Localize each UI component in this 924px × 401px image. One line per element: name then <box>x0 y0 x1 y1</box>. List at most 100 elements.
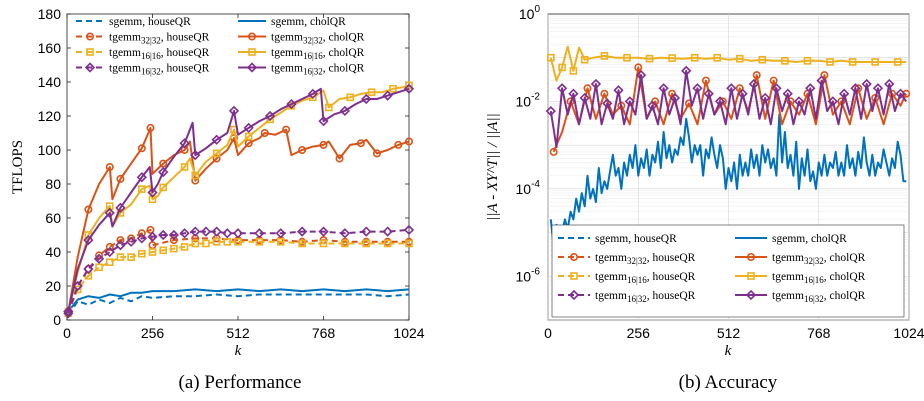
legend-entry-label: tgemm32|32, cholQR <box>271 32 365 46</box>
series-line-5 <box>67 84 410 312</box>
data-point <box>346 93 355 102</box>
legend-entry-label: sgemm, cholQR <box>271 16 346 28</box>
data-point <box>84 205 93 214</box>
data-point <box>389 85 397 93</box>
data-point <box>232 228 244 239</box>
x-axis-label: k <box>235 343 242 359</box>
data-point <box>803 56 812 65</box>
data-point <box>405 81 413 90</box>
data-point <box>158 229 169 241</box>
data-point <box>146 123 155 132</box>
svg-text:||A - XY^T|| / ||A||: ||A - XY^T|| / ||A|| <box>485 113 501 220</box>
legend-marker <box>248 48 256 56</box>
data-point <box>403 224 415 236</box>
x-tick-label: 768 <box>312 325 336 341</box>
data-point <box>404 137 413 146</box>
data-point <box>367 88 376 96</box>
legend-entry-label: tgemm16|32, houseQR <box>595 290 696 304</box>
legend-marker <box>747 272 755 280</box>
data-point <box>372 149 381 158</box>
series-line-1 <box>67 288 410 313</box>
legend-marker <box>86 32 95 41</box>
data-point <box>383 239 392 248</box>
data-point <box>556 83 568 94</box>
data-point <box>190 226 201 237</box>
data-point <box>737 88 748 99</box>
data-point <box>872 83 884 94</box>
legend-marker <box>570 272 578 280</box>
data-point <box>211 226 222 237</box>
x-tick-label: 1024 <box>393 325 424 341</box>
data-point <box>545 105 556 117</box>
y-tick-label: 10-6 <box>516 266 541 284</box>
data-point <box>138 249 146 258</box>
data-point <box>871 58 879 66</box>
data-point <box>180 243 189 251</box>
data-point <box>223 238 232 246</box>
data-point <box>191 176 200 185</box>
y-tick-label: 100 <box>519 4 541 22</box>
y-tick-label: 160 <box>38 40 62 56</box>
data-point <box>902 89 911 98</box>
data-point <box>335 154 344 163</box>
y-tick-label: 40 <box>45 244 61 260</box>
series-line-7 <box>67 87 410 312</box>
data-point <box>394 140 403 149</box>
data-point <box>296 226 308 237</box>
legend-entry-label: tgemm16|32, cholQR <box>772 290 866 304</box>
data-point <box>307 88 318 100</box>
data-point <box>692 83 703 94</box>
x-tick-label: 1024 <box>893 325 924 341</box>
legend-marker <box>569 253 578 262</box>
data-point <box>264 110 276 122</box>
data-point <box>222 228 233 239</box>
data-point <box>624 96 635 107</box>
data-point <box>83 234 94 246</box>
data-point <box>362 239 371 248</box>
data-point <box>760 92 771 104</box>
data-point <box>275 228 286 239</box>
series-line-4 <box>67 240 409 314</box>
series-line-6 <box>67 228 410 314</box>
data-point <box>125 236 137 247</box>
data-point <box>558 63 566 72</box>
data-point <box>116 236 125 245</box>
data-point <box>298 239 306 248</box>
data-point <box>115 240 126 251</box>
data-point <box>781 56 789 65</box>
data-point <box>634 63 643 72</box>
data-point <box>339 105 351 117</box>
data-point <box>848 58 857 66</box>
x-tick-label: 0 <box>544 325 552 341</box>
data-point <box>146 225 155 234</box>
data-point <box>403 83 415 94</box>
data-point <box>255 238 264 246</box>
data-point <box>138 185 146 193</box>
data-point <box>137 229 146 238</box>
performance-chart: 0 20 40 60 80 100 120 140 160 180 0 256 512 768 1024 T… <box>10 6 425 359</box>
data-point <box>339 228 351 239</box>
data-point <box>228 105 240 117</box>
x-axis-label: k <box>725 343 732 359</box>
data-point <box>569 67 578 75</box>
data-point <box>771 83 782 94</box>
legend-marker <box>745 289 757 301</box>
data-point <box>782 88 793 99</box>
data-point <box>690 53 699 62</box>
data-point <box>191 239 200 248</box>
series-line-5 <box>549 45 907 82</box>
data-point <box>202 239 210 248</box>
series-line-7 <box>549 69 908 149</box>
data-point <box>341 239 349 248</box>
data-point <box>298 146 307 155</box>
data-point <box>286 98 297 110</box>
series-line-1 <box>549 113 907 247</box>
data-point <box>884 78 895 90</box>
data-point <box>325 103 333 112</box>
y-tick-label: 10-4 <box>516 179 541 197</box>
data-point <box>191 171 200 180</box>
data-point <box>63 306 74 317</box>
data-point <box>769 76 778 85</box>
data-point <box>159 183 167 192</box>
